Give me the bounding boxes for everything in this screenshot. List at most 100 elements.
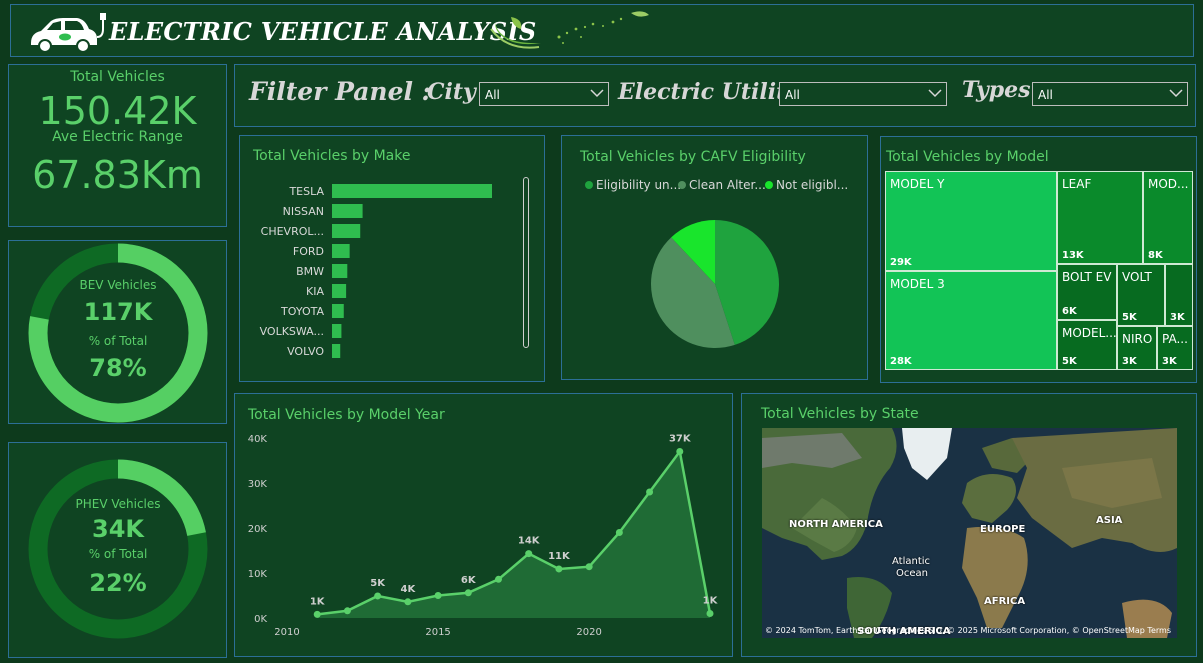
data-label: 5K — [370, 578, 386, 589]
treemap-cell[interactable]: MODEL Y 29K — [885, 171, 1057, 271]
make-bar-label: CHEVROL... — [261, 225, 324, 238]
y-tick-label: 20K — [248, 524, 268, 535]
pie-slice[interactable] — [651, 237, 735, 348]
make-bar[interactable] — [332, 344, 341, 358]
legend-item-not-eligible[interactable]: Not eligibl... — [765, 178, 848, 192]
state-map-title: Total Vehicles by State — [761, 406, 919, 422]
phev-pct-value: 22% — [89, 569, 147, 597]
treemap-cell-name: MODEL... — [1062, 326, 1117, 340]
data-point[interactable] — [585, 563, 593, 571]
utility-filter-label: Electric Utility — [618, 79, 800, 105]
data-label: 11K — [548, 551, 571, 562]
make-bar[interactable] — [332, 224, 361, 238]
bev-donut-arc — [28, 243, 208, 423]
map-copyright: © 2024 TomTom, Earthstar Geographics SIO… — [765, 626, 1171, 635]
city-filter-label: City — [427, 79, 476, 105]
make-bar-label: KIA — [306, 285, 324, 298]
pie-slice[interactable] — [671, 220, 715, 284]
treemap-cell-value: 3K — [1162, 356, 1177, 367]
map-label-asia: ASIA — [1096, 515, 1123, 526]
data-point[interactable] — [495, 575, 502, 583]
phev-value: 34K — [92, 515, 144, 543]
make-bar[interactable] — [332, 244, 350, 258]
data-label: 14K — [518, 536, 541, 547]
data-point[interactable] — [343, 607, 351, 615]
legend-item-clean-alternative[interactable]: Clean Alter... — [678, 178, 766, 192]
make-bar-chart: TESLA NISSAN CHEVROL... FORD BMW KIA TOYOTA VOL… — [260, 184, 492, 358]
treemap-cell[interactable]: LEAF 13K — [1057, 171, 1143, 264]
make-bar[interactable] — [332, 304, 344, 318]
make-chart-scrollbar[interactable] — [523, 177, 529, 348]
make-bar[interactable] — [332, 204, 363, 218]
phev-donut-card: PHEV Vehicles 34K % of Total 22% — [8, 442, 227, 658]
data-point[interactable] — [555, 565, 563, 573]
y-tick-label: 30K — [248, 479, 268, 490]
make-bar[interactable] — [332, 264, 348, 278]
data-point[interactable] — [464, 589, 472, 597]
city-dropdown[interactable]: All — [479, 82, 609, 106]
treemap-cell[interactable]: VOLT 5K — [1117, 264, 1165, 326]
treemap-cell[interactable]: PA... 3K — [1157, 326, 1193, 370]
x-tick-label: 2015 — [425, 627, 450, 638]
electric-car-icon — [31, 13, 106, 53]
x-tick-label: 2010 — [274, 627, 299, 638]
data-point[interactable] — [615, 529, 623, 536]
data-point[interactable] — [374, 592, 382, 600]
total-vehicles-value: 150.42K — [38, 89, 197, 133]
treemap-cell-value: 3K — [1122, 356, 1137, 367]
treemap-cell[interactable]: MOD... 8K — [1143, 171, 1193, 264]
make-bar-label: TESLA — [288, 185, 324, 198]
data-label: 6K — [461, 575, 477, 586]
treemap-cell-name: VOLT — [1122, 270, 1152, 284]
make-bar[interactable] — [332, 284, 347, 298]
data-point[interactable] — [646, 488, 654, 496]
treemap-cell-name: NIRO — [1122, 332, 1153, 346]
model-year-area-chart: 0K 10K 20K 30K 40K 2010 2015 2020 1K 5K 4K 6K 14K 11K… — [248, 434, 719, 639]
treemap-cell-name: PA... — [1162, 332, 1188, 346]
make-bar[interactable] — [332, 324, 342, 338]
treemap-cell[interactable]: BOLT EV 6K — [1057, 264, 1117, 320]
world-map[interactable]: NORTH AMERICA EUROPE ASIA Atlantic Ocean… — [762, 428, 1177, 638]
data-label: 1K — [310, 596, 326, 607]
world-map-graphic — [762, 428, 1177, 638]
treemap-cell[interactable]: 3K — [1165, 264, 1193, 326]
types-dropdown-value: All — [1038, 88, 1053, 102]
phev-pct-label: % of Total — [88, 547, 148, 561]
series-line — [317, 448, 712, 616]
data-point[interactable] — [706, 610, 714, 617]
avg-range-label: Ave Electric Range — [52, 128, 183, 145]
make-bar[interactable] — [332, 184, 492, 198]
data-point[interactable] — [676, 448, 684, 455]
data-point[interactable] — [434, 592, 442, 599]
treemap-cell-value: 5K — [1062, 356, 1077, 367]
chevron-down-icon — [928, 89, 942, 98]
types-dropdown[interactable]: All — [1032, 82, 1188, 106]
pie-slice[interactable] — [715, 220, 779, 345]
map-label-atlantic: Atlantic — [892, 556, 931, 567]
bev-pct-label: % of Total — [88, 334, 148, 348]
avg-range-value: 67.83Km — [32, 152, 203, 197]
model-chart-panel: Total Vehicles by Model MODEL Y 29K MODEL … — [880, 136, 1197, 383]
map-label-south-america: SOUTH AMERICA — [857, 626, 951, 637]
treemap-cell-name: MODEL Y — [890, 177, 945, 191]
utility-dropdown[interactable]: All — [779, 82, 947, 106]
treemap-cell[interactable]: NIRO 3K — [1117, 326, 1157, 370]
data-point[interactable] — [313, 610, 321, 618]
map-label-europe: EUROPE — [980, 524, 1026, 535]
data-label: 37K — [669, 434, 692, 445]
bev-donut-card: BEV Vehicles 117K % of Total 78% — [8, 240, 227, 424]
data-point[interactable] — [404, 598, 412, 606]
legend-item-eligible[interactable]: Eligibility un... — [585, 178, 681, 192]
legend-label: Eligibility un... — [596, 178, 682, 192]
treemap-cell-name: BOLT EV — [1062, 270, 1112, 284]
treemap-cell-name: LEAF — [1062, 177, 1092, 191]
data-point[interactable] — [525, 550, 533, 558]
map-label-ocean: Ocean — [896, 568, 928, 579]
bev-value: 117K — [83, 298, 153, 326]
treemap-cell[interactable]: MODEL 3 28K — [885, 271, 1057, 370]
treemap-cell[interactable]: MODEL... 5K — [1057, 320, 1117, 370]
treemap-cell-name: MOD... — [1148, 177, 1189, 191]
utility-dropdown-value: All — [785, 88, 800, 102]
x-tick-label: 2020 — [576, 627, 601, 638]
area-fill — [317, 451, 710, 618]
